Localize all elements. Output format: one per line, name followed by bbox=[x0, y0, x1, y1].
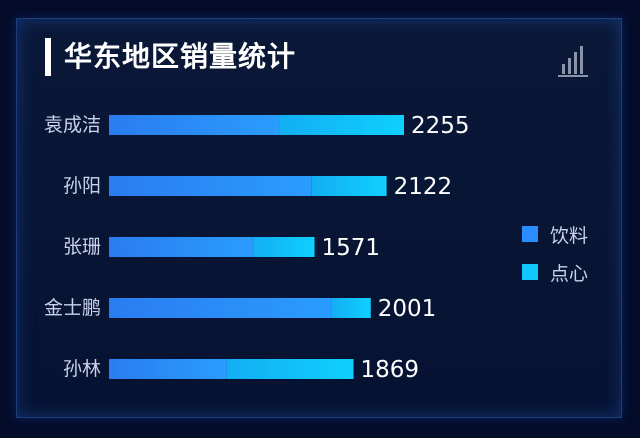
legend-swatch-drink bbox=[522, 226, 538, 242]
legend-label-snack: 点心 bbox=[550, 262, 589, 285]
title-accent-bar bbox=[45, 38, 51, 76]
bar-chart-icon[interactable] bbox=[556, 44, 592, 78]
legend-swatch-snack bbox=[522, 264, 538, 280]
bar-snack[interactable] bbox=[311, 176, 387, 196]
legend-item-drink[interactable]: 饮料 bbox=[522, 222, 589, 247]
bar-total-label: 2001 bbox=[378, 296, 437, 322]
chart-title: 华东地区销量统计 bbox=[64, 40, 297, 73]
category-label: 孙阳 bbox=[63, 175, 101, 197]
bar-total-label: 1571 bbox=[322, 235, 381, 261]
legend-item-snack[interactable]: 点心 bbox=[522, 260, 589, 285]
bar-total-label: 2122 bbox=[394, 174, 453, 200]
bar-drink[interactable] bbox=[109, 237, 253, 257]
bar-drink[interactable] bbox=[109, 298, 332, 318]
bar-total-label: 2255 bbox=[411, 113, 470, 139]
bar-snack[interactable] bbox=[331, 298, 371, 318]
legend-label-drink: 饮料 bbox=[550, 224, 589, 247]
category-label: 张珊 bbox=[63, 236, 101, 258]
bar-drink[interactable] bbox=[109, 115, 280, 135]
bar-drink[interactable] bbox=[109, 359, 227, 379]
bar-snack[interactable] bbox=[279, 115, 404, 135]
category-label: 袁成洁 bbox=[44, 114, 101, 136]
bar-snack[interactable] bbox=[252, 237, 315, 257]
category-label: 孙林 bbox=[63, 358, 101, 380]
chart-panel bbox=[16, 18, 622, 418]
bar-drink[interactable] bbox=[109, 176, 312, 196]
chart-legend: 饮料 点心 bbox=[522, 222, 588, 298]
bar-total-label: 1869 bbox=[361, 357, 420, 383]
bar-snack[interactable] bbox=[226, 359, 354, 379]
category-label: 金士鹏 bbox=[44, 297, 101, 319]
